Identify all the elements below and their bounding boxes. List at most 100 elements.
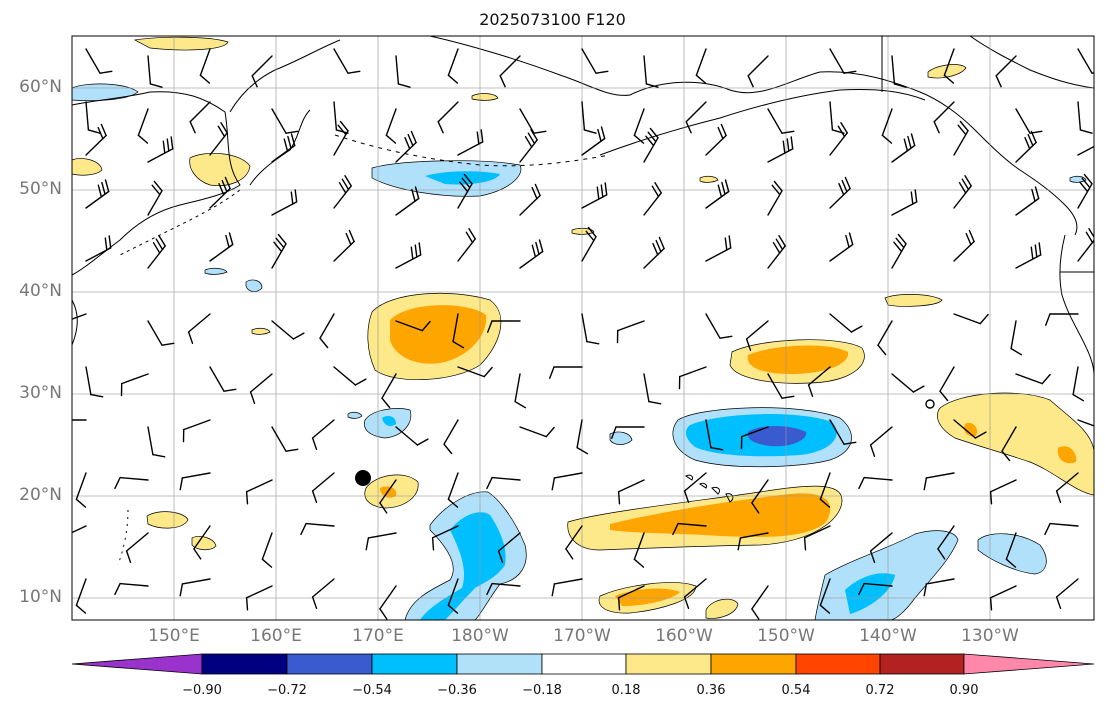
wind-barb	[486, 476, 521, 490]
wind-barb	[989, 585, 1017, 611]
wind-barb	[311, 578, 335, 609]
longitude-label: 140°W	[859, 626, 917, 646]
wind-barb	[457, 227, 476, 262]
latitude-label: 20°N	[19, 485, 62, 505]
wind-barb	[891, 373, 925, 393]
wind-barb	[147, 180, 163, 216]
colorbar-under-arrow	[71, 653, 203, 675]
longitude-label: 160°W	[655, 626, 713, 646]
wind-barb	[891, 133, 916, 163]
wind-barb	[643, 373, 662, 405]
longitude-label: 150°W	[757, 626, 815, 646]
positive-anomaly-area	[146, 511, 189, 529]
longitude-label: 180°W	[451, 626, 509, 646]
wind-barb	[189, 101, 211, 134]
wind-barb	[147, 426, 166, 458]
positive-anomaly-area	[927, 64, 967, 79]
wind-barb	[395, 426, 429, 446]
wind-barb	[1077, 173, 1093, 209]
wind-barb	[803, 525, 831, 551]
wind-barb	[565, 525, 583, 560]
wind-barb	[829, 176, 851, 209]
longitude-label: 150°E	[148, 626, 200, 646]
map-title: 2025073100 F120	[479, 10, 626, 29]
colorbar-tick-label: −0.90	[182, 683, 222, 698]
colorbar-swatch	[625, 653, 712, 675]
wind-barb	[705, 419, 724, 451]
wind-barb	[333, 101, 349, 134]
wind-barb	[747, 55, 769, 88]
alaska-coastline	[429, 36, 921, 96]
wind-barb	[767, 373, 795, 399]
wind-barb	[85, 235, 112, 262]
wind-barb	[807, 366, 831, 397]
wind-barb	[767, 136, 794, 163]
colorbar-swatch	[710, 653, 797, 675]
wind-barb	[705, 179, 730, 209]
wind-barb	[581, 101, 597, 134]
wind-barb	[643, 55, 659, 88]
wind-barb	[209, 176, 231, 209]
wind-barb	[611, 426, 645, 439]
positive-anomaly-core	[390, 305, 487, 364]
wind-barb	[497, 532, 521, 563]
positive-anomaly-core	[610, 493, 831, 537]
wind-barb	[245, 585, 273, 611]
wind-barb	[487, 320, 521, 333]
wind-barb	[891, 233, 907, 269]
positive-anomaly-core	[747, 345, 849, 374]
wind-barb	[245, 479, 273, 505]
positive-anomaly-core	[964, 422, 978, 437]
wind-barb	[617, 585, 645, 611]
canada-coast	[969, 36, 1094, 89]
wind-barb	[365, 532, 397, 551]
wind-barb	[395, 242, 422, 269]
colorbar-over-arrow	[963, 653, 1095, 675]
wind-barb	[187, 313, 211, 344]
wind-barb	[767, 180, 783, 216]
colorbar-swatch	[879, 653, 965, 675]
wind-barb	[75, 578, 87, 614]
positive-anomaly-area	[884, 294, 943, 307]
wind-barb	[869, 426, 893, 457]
wind-barb	[858, 476, 893, 490]
wind-barb	[678, 366, 707, 390]
wind-barb	[333, 48, 361, 74]
wind-barb	[395, 55, 411, 88]
wind-barb	[643, 127, 659, 163]
wind-barb	[519, 239, 544, 269]
positive-anomaly-area	[251, 327, 271, 335]
wind-barb	[581, 48, 609, 74]
negative-anomaly-inner	[382, 416, 396, 426]
wind-barb	[486, 582, 521, 596]
wind-barb	[271, 108, 299, 134]
wind-barb	[745, 320, 769, 351]
wind-barb	[137, 108, 149, 144]
wind-barb	[271, 133, 296, 163]
colorbar-tick-label: −0.36	[437, 683, 477, 698]
negative-anomaly-inner	[845, 573, 895, 614]
positive-anomaly-area	[571, 227, 595, 235]
wind-barb	[1015, 130, 1037, 163]
colorbar-swatch	[371, 653, 458, 675]
wind-barb	[271, 426, 299, 452]
wind-barb	[581, 226, 597, 262]
wind-barb	[617, 479, 645, 505]
map-plot-area	[72, 36, 1094, 620]
wind-barb	[551, 472, 583, 491]
wind-barb	[1010, 320, 1023, 356]
longitude-label: 170°W	[553, 626, 611, 646]
wind-barb	[953, 419, 987, 439]
colorbar-tick-label: 0.54	[781, 683, 811, 698]
wind-barb	[395, 130, 417, 163]
colorbar-tick-label: 0.90	[949, 683, 979, 698]
wind-barb	[1001, 426, 1017, 462]
wind-barb	[576, 419, 589, 455]
wind-barb	[209, 232, 234, 262]
positive-anomaly-area	[705, 598, 739, 619]
wind-barb	[829, 232, 854, 262]
wind-barb	[311, 419, 335, 450]
wind-barb	[643, 181, 662, 216]
wind-barb	[114, 476, 149, 490]
kamchatka-coastline	[229, 39, 341, 113]
